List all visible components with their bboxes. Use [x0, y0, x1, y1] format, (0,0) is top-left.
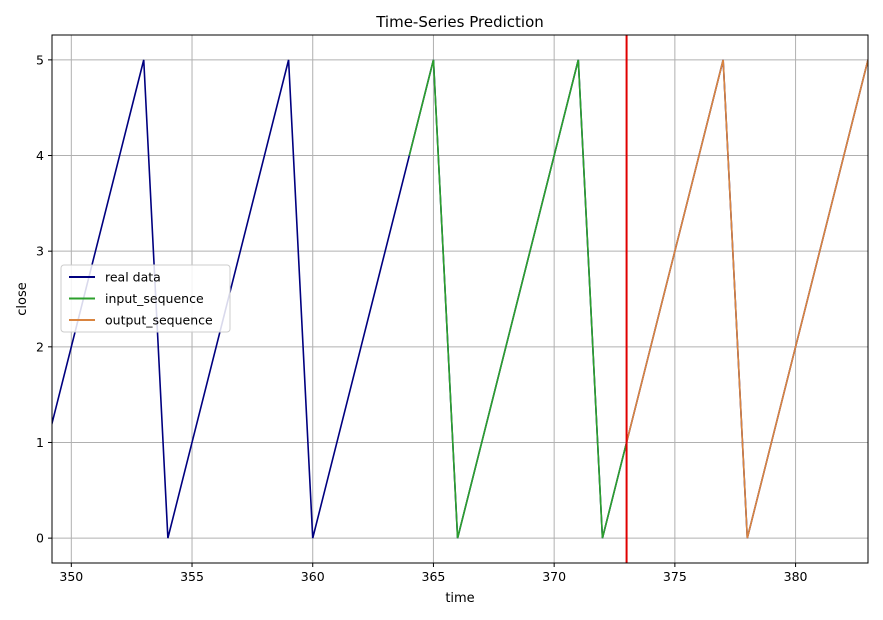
- y-tick-label: 2: [36, 339, 44, 354]
- legend: real data input_sequence output_sequence: [60, 264, 231, 333]
- x-axis-label: time: [445, 591, 474, 606]
- y-tick-label: 4: [36, 148, 44, 163]
- x-tick-label: 365: [422, 569, 446, 584]
- legend-box: [60, 264, 231, 333]
- x-tick-label: 380: [784, 569, 808, 584]
- x-tick-label: 350: [59, 569, 83, 584]
- x-tick-label: 355: [180, 569, 204, 584]
- series-layer: [52, 59, 868, 539]
- x-tick-label: 375: [663, 569, 687, 584]
- y-tick-label: 0: [36, 531, 44, 546]
- y-axis-label: close: [15, 282, 30, 315]
- x-tick-label: 360: [301, 569, 325, 584]
- legend-label: real data: [105, 270, 161, 285]
- y-tick-label: 5: [36, 52, 44, 67]
- x-tick-label: 370: [542, 569, 566, 584]
- series-line-3: [625, 59, 868, 539]
- y-tick-label: 3: [36, 244, 44, 259]
- chart-title: Time-Series Prediction: [375, 13, 544, 31]
- legend-label: output_sequence: [105, 313, 213, 328]
- legend-label: input_sequence: [105, 291, 204, 306]
- y-tick-label: 1: [36, 435, 44, 450]
- series-line-2: [408, 59, 628, 539]
- plot-frame: [51, 34, 869, 564]
- ticks: 350 355 360 365 370 375 380 0 1 2 3 4 5: [36, 52, 808, 584]
